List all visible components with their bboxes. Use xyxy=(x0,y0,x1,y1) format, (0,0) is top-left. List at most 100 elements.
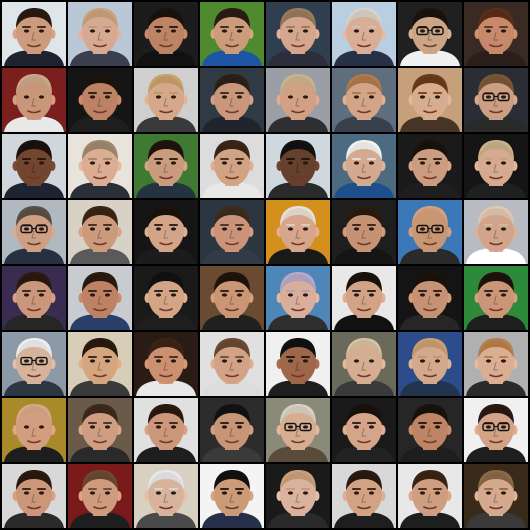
face-portrait-image xyxy=(266,332,330,396)
face-portrait-tile xyxy=(398,398,462,462)
face-portrait-image xyxy=(134,68,198,132)
face-portrait-image xyxy=(68,266,132,330)
face-portrait-tile xyxy=(134,68,198,132)
face-portrait-image xyxy=(134,134,198,198)
face-portrait-image xyxy=(2,134,66,198)
face-portrait-image xyxy=(134,2,198,66)
face-portrait-tile xyxy=(398,332,462,396)
face-portrait-tile xyxy=(464,200,528,264)
face-portrait-image xyxy=(332,68,396,132)
face-portrait-image xyxy=(398,200,462,264)
face-portrait-tile xyxy=(200,464,264,528)
face-portrait-image xyxy=(398,332,462,396)
face-portrait-tile xyxy=(200,200,264,264)
face-portrait-image xyxy=(200,266,264,330)
face-portrait-image xyxy=(2,266,66,330)
face-portrait-image xyxy=(398,134,462,198)
face-portrait-tile xyxy=(332,464,396,528)
face-portrait-image xyxy=(200,464,264,528)
face-portrait-image xyxy=(68,332,132,396)
face-portrait-tile xyxy=(2,398,66,462)
face-portrait-tile xyxy=(134,398,198,462)
face-portrait-tile xyxy=(200,266,264,330)
face-portrait-image xyxy=(134,266,198,330)
face-portrait-image xyxy=(200,200,264,264)
face-portrait-image xyxy=(398,2,462,66)
face-portrait-image xyxy=(68,200,132,264)
face-portrait-tile xyxy=(134,200,198,264)
face-portrait-tile xyxy=(68,332,132,396)
face-portrait-tile xyxy=(200,398,264,462)
face-portrait-tile xyxy=(134,464,198,528)
face-portrait-tile xyxy=(332,134,396,198)
face-portrait-image xyxy=(200,134,264,198)
face-portrait-tile xyxy=(2,200,66,264)
face-portrait-image xyxy=(266,464,330,528)
face-portrait-tile xyxy=(464,134,528,198)
face-portrait-tile xyxy=(200,68,264,132)
face-portrait-tile xyxy=(398,2,462,66)
face-portrait-image xyxy=(332,398,396,462)
face-portrait-image xyxy=(398,68,462,132)
face-portrait-image xyxy=(398,266,462,330)
face-portrait-tile xyxy=(266,266,330,330)
face-portrait-tile xyxy=(266,464,330,528)
face-portrait-image xyxy=(134,398,198,462)
face-portrait-image xyxy=(266,266,330,330)
face-portrait-image xyxy=(464,134,528,198)
face-portrait-tile xyxy=(464,2,528,66)
face-portrait-image xyxy=(332,200,396,264)
face-portrait-tile xyxy=(332,200,396,264)
face-portrait-image xyxy=(398,464,462,528)
face-portrait-tile xyxy=(266,68,330,132)
face-portrait-image xyxy=(464,464,528,528)
face-portrait-tile xyxy=(266,134,330,198)
face-portrait-tile xyxy=(68,464,132,528)
face-portrait-tile xyxy=(266,2,330,66)
face-portrait-image xyxy=(266,68,330,132)
face-portrait-image xyxy=(134,464,198,528)
face-portrait-image xyxy=(266,398,330,462)
face-portrait-image xyxy=(398,398,462,462)
face-portrait-image xyxy=(68,398,132,462)
face-portrait-tile xyxy=(464,68,528,132)
face-portrait-tile xyxy=(68,134,132,198)
face-portrait-tile xyxy=(2,332,66,396)
face-portrait-image xyxy=(266,134,330,198)
face-portrait-image xyxy=(464,398,528,462)
face-portrait-tile xyxy=(398,200,462,264)
face-portrait-tile xyxy=(398,68,462,132)
face-portrait-tile xyxy=(2,68,66,132)
face-portrait-image xyxy=(464,2,528,66)
face-portrait-tile xyxy=(68,266,132,330)
face-portrait-image xyxy=(464,200,528,264)
face-portrait-image xyxy=(332,266,396,330)
face-portrait-tile xyxy=(332,68,396,132)
face-portrait-image xyxy=(134,332,198,396)
face-portrait-tile xyxy=(332,2,396,66)
face-portrait-tile xyxy=(68,68,132,132)
face-portrait-image xyxy=(2,2,66,66)
face-portrait-image xyxy=(332,332,396,396)
face-portrait-tile xyxy=(134,134,198,198)
face-portrait-image xyxy=(332,464,396,528)
face-portrait-tile xyxy=(266,398,330,462)
face-portrait-tile xyxy=(200,332,264,396)
face-portrait-tile xyxy=(134,2,198,66)
face-portrait-image xyxy=(464,68,528,132)
face-portrait-image xyxy=(2,332,66,396)
face-portrait-image xyxy=(464,266,528,330)
face-portrait-image xyxy=(266,2,330,66)
face-portrait-tile xyxy=(332,398,396,462)
face-portrait-tile xyxy=(2,266,66,330)
face-portrait-tile xyxy=(68,398,132,462)
face-portrait-image xyxy=(200,68,264,132)
face-portrait-image xyxy=(200,398,264,462)
face-portrait-image xyxy=(134,200,198,264)
face-portrait-tile xyxy=(68,2,132,66)
face-portrait-tile xyxy=(464,464,528,528)
face-portrait-image xyxy=(2,200,66,264)
face-portrait-tile xyxy=(464,332,528,396)
face-portrait-image xyxy=(200,332,264,396)
